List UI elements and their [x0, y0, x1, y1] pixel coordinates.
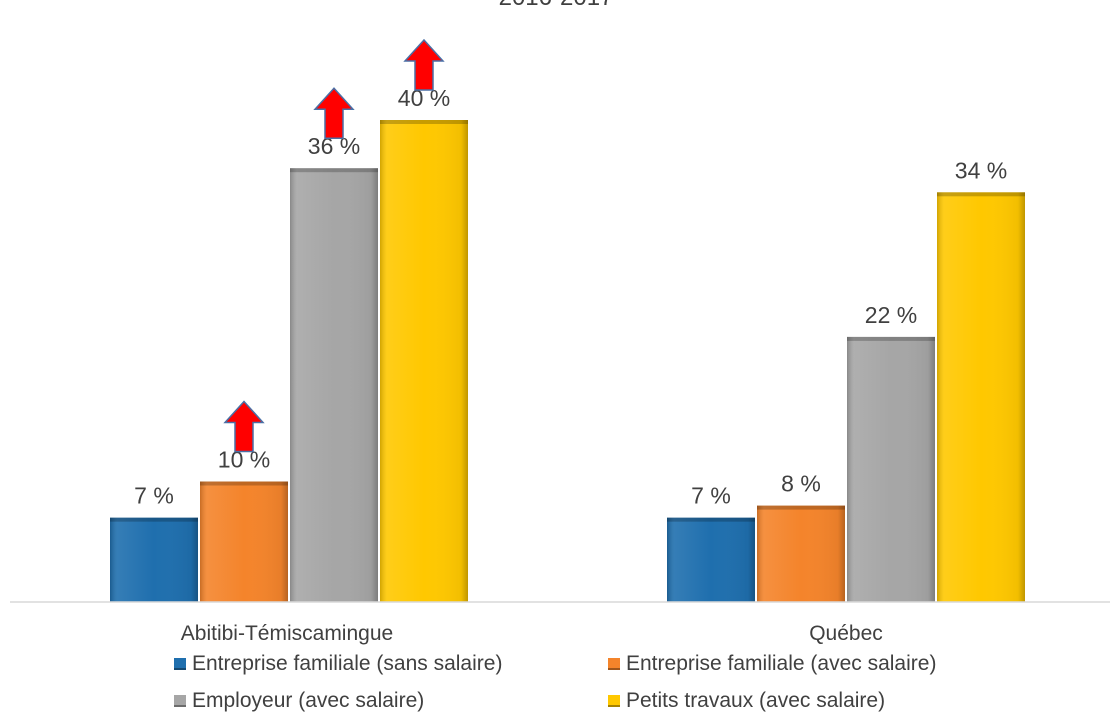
data-label: 22 %	[865, 302, 917, 328]
legend-item: Entreprise familiale (sans salaire)	[174, 652, 502, 676]
legend-label: Employeur (avec salaire)	[192, 689, 425, 712]
category-label: Québec	[809, 622, 883, 645]
data-label: 8 %	[781, 471, 821, 497]
legend-swatch	[174, 695, 186, 707]
bar-shading	[847, 336, 935, 602]
bar-top-edge	[110, 517, 198, 522]
bar-top-edge	[380, 120, 468, 124]
up-arrow-icon	[223, 400, 265, 453]
data-label: 7 %	[691, 483, 731, 509]
bar-top-edge	[667, 517, 755, 522]
bar-top-edge	[200, 481, 288, 486]
bar-shading	[200, 481, 288, 602]
bar-top-edge	[290, 168, 378, 173]
legend-swatch	[608, 695, 620, 707]
bar-shading	[290, 168, 378, 602]
legend-item: Employeur (avec salaire)	[174, 689, 424, 713]
bar-top-edge	[847, 336, 935, 341]
legend-label: Entreprise familiale (sans salaire)	[192, 652, 503, 675]
data-label: 7 %	[134, 483, 174, 509]
bar-shading	[380, 120, 468, 602]
up-arrow-icon	[403, 38, 445, 91]
legend-label: Petits travaux (avec salaire)	[626, 689, 886, 712]
bar-shading	[757, 505, 845, 602]
bar-shading	[667, 517, 755, 602]
legend-swatch	[174, 658, 186, 670]
bar-top-edge	[757, 505, 845, 510]
legend: Entreprise familiale (sans salaire) Entr…	[0, 652, 1113, 716]
legend-item: Petits travaux (avec salaire)	[608, 689, 885, 713]
legend-item: Entreprise familiale (avec salaire)	[608, 652, 936, 676]
data-label: 34 %	[955, 157, 1007, 183]
category-label: Abitibi-Témiscamingue	[181, 622, 393, 645]
bar-top-edge	[937, 192, 1025, 197]
chart-title: 2016-2017	[499, 0, 614, 11]
up-arrow-icon	[313, 87, 355, 139]
bar-shading	[937, 192, 1025, 603]
bar-shading	[110, 517, 198, 602]
legend-label: Entreprise familiale (avec salaire)	[626, 652, 937, 675]
legend-swatch	[608, 658, 620, 670]
